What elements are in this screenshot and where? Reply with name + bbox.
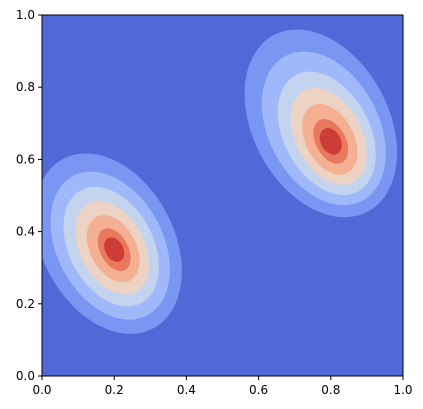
x-tick-label: 0.6: [249, 383, 268, 397]
y-axis: 0.0 0.2 0.4 0.6 0.8 1.0: [16, 8, 42, 383]
x-tick-label: 0.4: [177, 383, 196, 397]
y-tick-label: 1.0: [16, 8, 35, 22]
x-axis: 0.0 0.2 0.4 0.6 0.8 1.0: [32, 376, 413, 397]
x-tick-label: 0.0: [32, 383, 51, 397]
y-tick-label: 0.0: [16, 369, 35, 383]
contour-level-8: [319, 128, 342, 155]
y-tick-label: 0.2: [16, 297, 35, 311]
x-tick-label: 0.8: [321, 383, 340, 397]
contour-plot-area: [42, 15, 403, 376]
x-tick-label: 1.0: [393, 383, 412, 397]
contour-peak-2: [244, 29, 398, 218]
y-tick-label: 0.8: [16, 80, 35, 94]
contour-level-8: [104, 237, 125, 262]
y-tick-label: 0.6: [16, 152, 35, 166]
x-tick-label: 0.2: [105, 383, 124, 397]
axes-frame: [41, 14, 404, 377]
y-tick-label: 0.4: [16, 225, 35, 239]
contour-peak-1: [42, 153, 182, 334]
